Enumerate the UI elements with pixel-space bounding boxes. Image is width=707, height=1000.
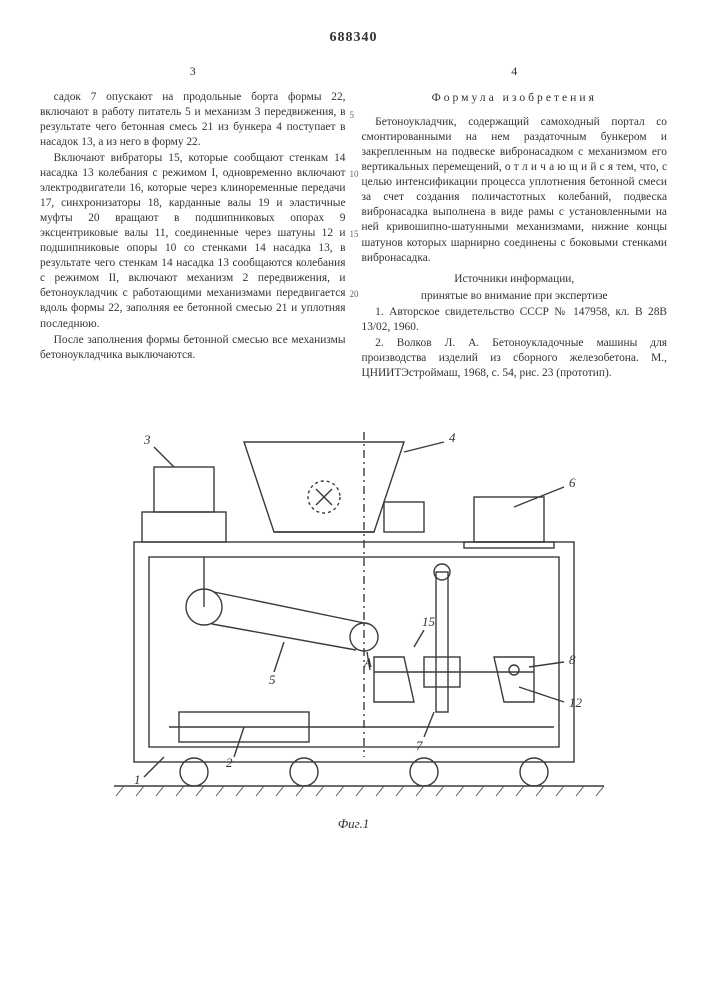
side-plate-left <box>374 657 414 702</box>
top-left-platform <box>142 512 226 542</box>
belt-top <box>214 592 369 624</box>
callout-12: 12 <box>569 695 583 710</box>
figure-area: 3 4 6 5 2 1 7 8 12 15 A Фиг.1 <box>40 412 667 832</box>
hopper <box>244 442 404 532</box>
figure-drawing: 3 4 6 5 2 1 7 8 12 15 A <box>74 412 634 812</box>
right-col-number: 4 <box>362 64 668 80</box>
line-mark-5: 5 <box>350 110 355 122</box>
callout-2: 2 <box>226 755 233 770</box>
left-para-3: После заполнения формы бетонной смесью в… <box>40 333 346 363</box>
leader-1 <box>144 757 164 777</box>
patent-number: 688340 <box>40 30 667 46</box>
callout-4: 4 <box>449 430 456 445</box>
inner-frame <box>149 557 559 747</box>
left-para-2: Включают вибраторы 15, которые сообщают … <box>40 151 346 332</box>
callout-3: 3 <box>143 432 151 447</box>
top-left-box <box>154 467 214 512</box>
leader-7 <box>424 712 434 737</box>
vertical-post <box>436 572 448 712</box>
callout-5: 5 <box>269 672 276 687</box>
callout-8: 8 <box>569 652 576 667</box>
top-right-box <box>474 497 544 542</box>
right-column: 5 10 15 20 4 Формула изобретения Бетоноу… <box>362 64 668 382</box>
ground-hatch <box>116 786 604 796</box>
figure-label: Фиг.1 <box>40 816 667 832</box>
callout-A: A <box>363 655 372 670</box>
leader-15 <box>414 630 424 647</box>
top-right-bar <box>464 542 554 548</box>
leader-3 <box>154 447 174 467</box>
line-mark-20: 20 <box>350 289 359 301</box>
leader-12 <box>519 687 564 702</box>
source-2: 2. Волков Л. А. Бетоноукладочные машины … <box>362 336 668 381</box>
line-mark-10: 10 <box>350 169 359 181</box>
sources-subtitle: принятые во внимание при экспертизе <box>362 289 668 304</box>
left-col-number: 3 <box>40 64 346 80</box>
side-plate-right <box>494 657 534 702</box>
right-claim: Бетоноукладчик, содержащий самоходный по… <box>362 115 668 265</box>
callout-1: 1 <box>134 772 141 787</box>
outer-frame <box>134 542 574 762</box>
text-columns: 3 садок 7 опускают на продольные борта ф… <box>40 64 667 382</box>
hopper-side-box <box>384 502 424 532</box>
callout-6: 6 <box>569 475 576 490</box>
left-para-1: садок 7 опускают на продольные борта фор… <box>40 90 346 150</box>
belt-bottom <box>212 624 356 650</box>
leader-5 <box>274 642 284 672</box>
source-1: 1. Авторское свидетельство СССР № 147958… <box>362 305 668 335</box>
line-mark-15: 15 <box>350 229 359 241</box>
joint-right <box>509 665 519 675</box>
formula-title: Формула изобретения <box>362 90 668 105</box>
left-column: 3 садок 7 опускают на продольные борта ф… <box>40 64 346 382</box>
callout-7: 7 <box>416 738 423 753</box>
callout-15: 15 <box>422 614 436 629</box>
sources-title: Источники информации, <box>362 272 668 287</box>
leader-4 <box>404 442 444 452</box>
